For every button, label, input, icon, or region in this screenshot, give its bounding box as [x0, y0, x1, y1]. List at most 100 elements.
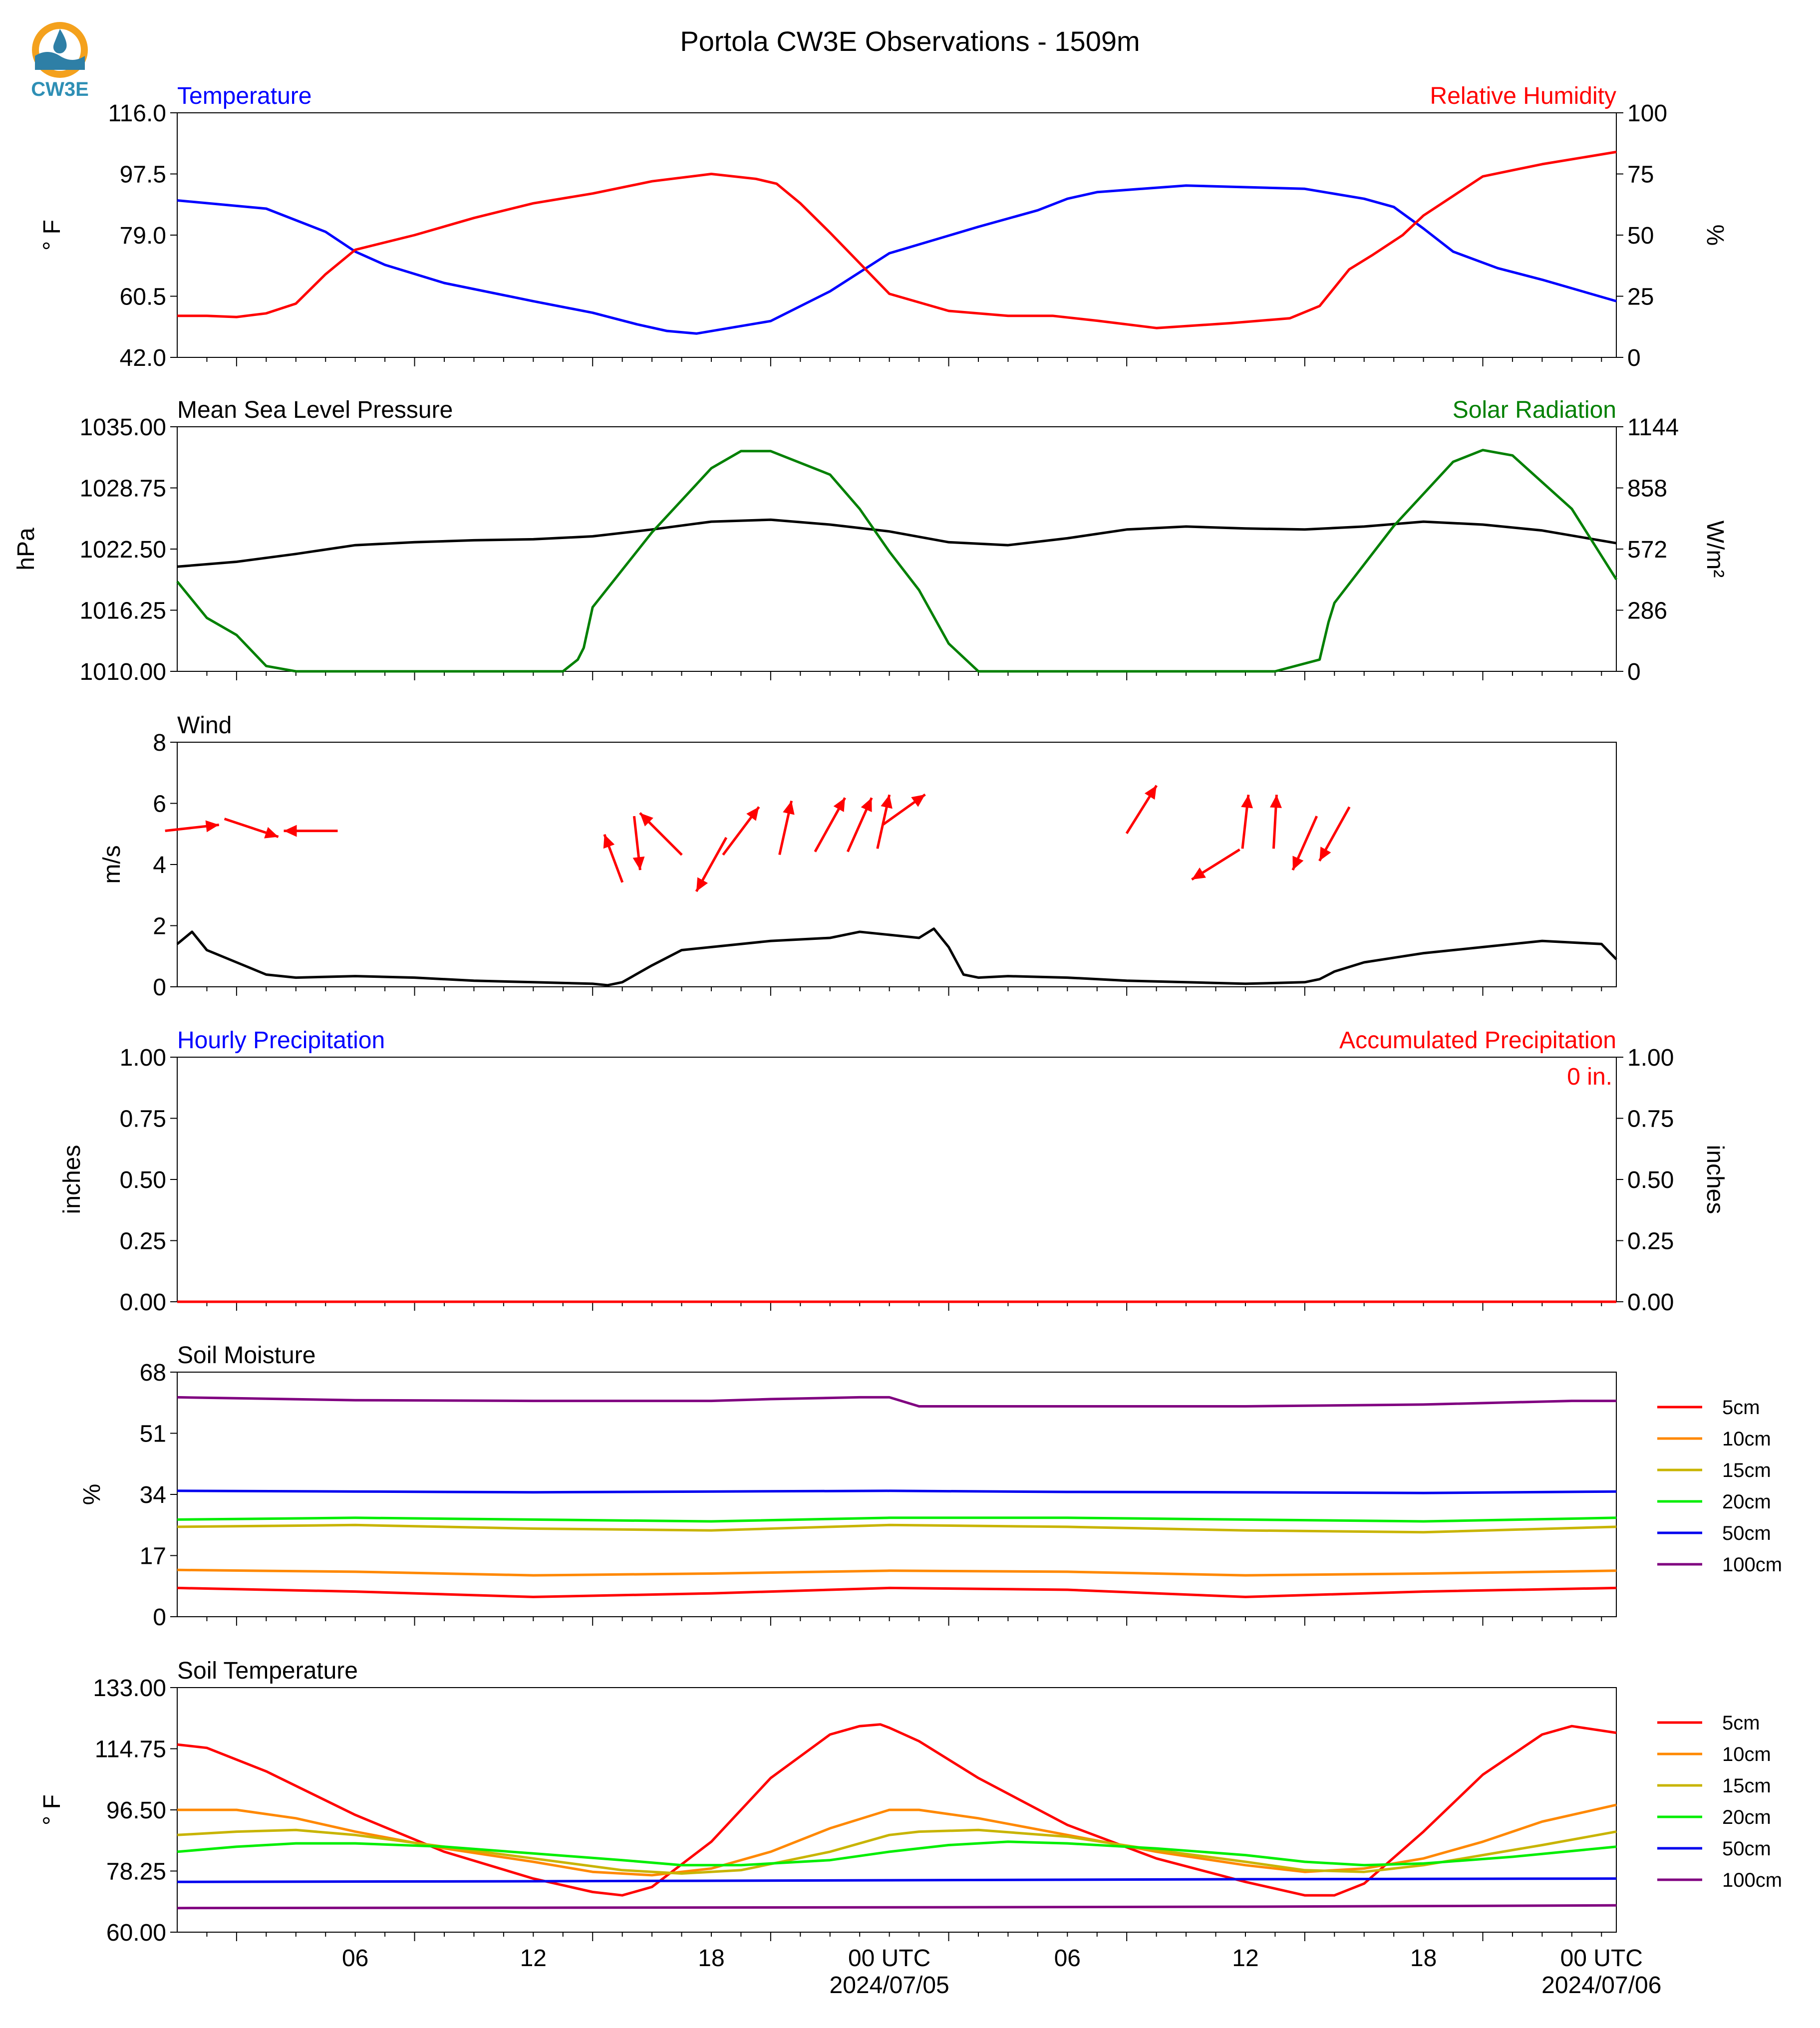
y-axis-label: ° F [39, 220, 65, 251]
wind-arrow [1269, 795, 1282, 849]
legend-label: 10cm [1722, 1743, 1771, 1765]
panel-soil_moisture: Soil Moisture 0 17 34 51 68% 5cm 10cm 15cm 20cm 50… [79, 1342, 1782, 1631]
wind-arrow-head [1319, 847, 1331, 861]
wind-arrow-head [833, 798, 845, 812]
y2-axis-label: % [1702, 225, 1728, 246]
y-axis-label: inches [59, 1145, 85, 1214]
legend-label: 10cm [1722, 1428, 1771, 1450]
y2-tick-label: 572 [1627, 537, 1667, 563]
y-tick-label: 97.5 [120, 162, 166, 188]
series-line-right-1 [177, 150, 1617, 329]
panel-wind: Wind 0 2 4 6 8 m/s [99, 712, 1617, 1001]
y-tick-label: 17 [140, 1543, 166, 1570]
wind-arrow-head [1269, 795, 1282, 808]
y2-tick-label: 0.50 [1627, 1167, 1674, 1193]
series-line-right-1 [176, 449, 1618, 673]
panel-left-title: Soil Temperature [177, 1658, 358, 1684]
panel-right-title: Accumulated Precipitation [1339, 1027, 1616, 1054]
y2-tick-label: 1.00 [1627, 1045, 1674, 1071]
panel-precip: Hourly Precipitation Accumulated Precipit… [59, 1027, 1728, 1316]
logo-drop-icon [53, 29, 67, 53]
y2-tick-label: 75 [1627, 162, 1654, 188]
accumulated-total-label: 0 in. [1567, 1064, 1612, 1090]
y-tick-label: 0.25 [120, 1228, 166, 1255]
y-tick-label: 1022.50 [79, 537, 166, 563]
wind-arrow-head [603, 834, 615, 849]
panel-right-title: Solar Radiation [1453, 397, 1616, 423]
wind-arrow-head [1292, 856, 1304, 870]
cw3e-logo: CW3E [31, 22, 89, 100]
wind-arrow-head [1192, 868, 1206, 879]
legend-label: 5cm [1722, 1397, 1760, 1419]
y-tick-label: 1028.75 [79, 476, 166, 502]
y-tick-label: 114.75 [95, 1737, 166, 1763]
series-line-50cm [177, 1489, 1617, 1494]
x-tick-label: 18 [698, 1945, 724, 1972]
legend-label: 50cm [1722, 1838, 1771, 1860]
plot-frame [177, 742, 1617, 987]
logo-text: CW3E [31, 78, 89, 100]
wind-arrow-head [264, 827, 279, 839]
y2-tick-label: 0 [1627, 659, 1641, 685]
wind-arrow [695, 837, 728, 892]
panel-left-title: Soil Moisture [177, 1342, 315, 1369]
x-tick-label: 12 [520, 1945, 547, 1972]
panel-right-title: Relative Humidity [1430, 83, 1616, 109]
logo-wave-icon [35, 52, 85, 70]
wind-arrow [876, 794, 893, 849]
series-line-100cm [177, 1904, 1617, 1910]
legend-label: 100cm [1722, 1869, 1782, 1891]
legend-label: 5cm [1722, 1712, 1760, 1734]
y-tick-label: 78.25 [106, 1859, 166, 1885]
wind-arrow-head [639, 813, 653, 827]
wind-arrow [1241, 794, 1253, 849]
y-tick-label: 1010.00 [79, 659, 166, 685]
series-line-left-0 [177, 184, 1617, 335]
wind-arrow-head [783, 801, 795, 815]
y2-tick-label: 0 [1627, 345, 1641, 371]
legend-label: 15cm [1722, 1775, 1771, 1797]
series-line-100cm [177, 1396, 1616, 1408]
y-tick-label: 1035.00 [79, 414, 166, 441]
y-tick-label: 0 [153, 1604, 166, 1631]
y2-axis-label: W/m² [1702, 521, 1728, 578]
panel-left-title: Temperature [177, 83, 311, 109]
y2-tick-label: 1144 [1627, 414, 1679, 441]
y-tick-label: 34 [140, 1482, 166, 1508]
y-tick-label: 0.75 [120, 1106, 166, 1133]
wind-arrow [1125, 785, 1158, 835]
y-tick-label: 79.0 [120, 223, 166, 249]
figure-title: Portola CW3E Observations - 1509m [680, 25, 1140, 57]
panel-left-title: Wind [177, 712, 232, 739]
wind-arrow-head [861, 798, 872, 813]
wind-arrow [632, 816, 645, 870]
wind-arrow [603, 834, 624, 883]
wind-arrow [284, 825, 338, 837]
x-tick-label: 06 [342, 1945, 368, 1972]
x-date-label: 2024/07/05 [830, 1972, 949, 1999]
panel-left-title: Mean Sea Level Pressure [177, 397, 453, 423]
panel-soil_temperature: Soil Temperature 60.00 78.25 96.50 114.75 133… [39, 1658, 1782, 1946]
wind-arrow-head [746, 807, 759, 821]
y-tick-label: 60.00 [106, 1920, 166, 1946]
y-axis-label: m/s [99, 845, 125, 883]
y-tick-label: 68 [140, 1360, 166, 1386]
y-tick-label: 1.00 [120, 1045, 166, 1071]
y2-tick-label: 25 [1627, 284, 1654, 310]
y-tick-label: 4 [153, 852, 166, 878]
wind-arrow-head [205, 820, 219, 833]
legend-label: 50cm [1722, 1522, 1771, 1544]
x-tick-label: 00 UTC [1560, 1945, 1643, 1972]
series-line-left-0 [177, 518, 1617, 568]
y-tick-label: 96.50 [106, 1797, 166, 1824]
y-axis-label: % [79, 1484, 105, 1505]
y-tick-label: 2 [153, 913, 166, 940]
y-tick-label: 116.0 [108, 100, 166, 127]
y-tick-label: 6 [153, 791, 166, 818]
y-tick-label: 0.00 [120, 1289, 166, 1316]
series-line-15cm [177, 1828, 1617, 1875]
plot-frame [177, 1057, 1617, 1302]
legend-label: 20cm [1722, 1806, 1771, 1828]
wind-arrow-head [284, 825, 297, 837]
series-line-5cm [177, 1723, 1617, 1897]
